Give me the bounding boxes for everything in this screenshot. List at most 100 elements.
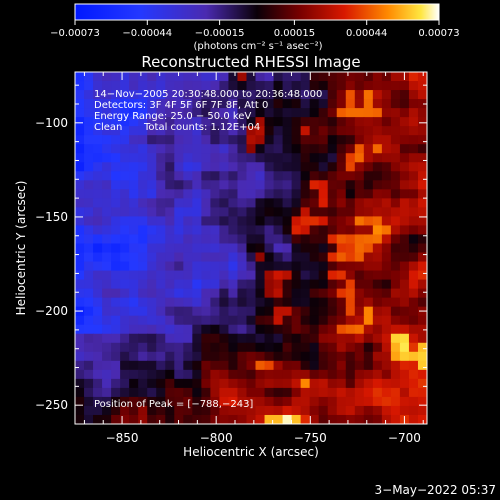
heatmap-cell [399, 279, 410, 290]
heatmap-cell [363, 108, 374, 118]
heatmap-cell [219, 261, 230, 272]
heatmap-cell [156, 135, 166, 145]
heatmap-cell [156, 189, 166, 199]
heatmap-cell [192, 387, 202, 398]
heatmap-cell [75, 369, 85, 380]
heatmap-cell [111, 198, 121, 208]
heatmap-cell [219, 207, 230, 218]
heatmap-cell [309, 324, 320, 335]
heatmap-cell [111, 144, 121, 154]
heatmap-cell [309, 243, 320, 254]
heatmap-cell [309, 198, 320, 208]
heatmap-cell [183, 306, 193, 317]
heatmap-cell [255, 279, 266, 290]
heatmap-cell [327, 261, 338, 272]
heatmap-cell [273, 171, 284, 181]
heatmap-cell [336, 414, 347, 424]
heatmap-cell [381, 297, 392, 308]
heatmap-cell [84, 207, 94, 218]
heatmap-cell [165, 180, 175, 190]
heatmap-cell [156, 108, 166, 118]
heatmap-cell [363, 189, 374, 199]
heatmap-cell [372, 333, 383, 344]
heatmap-cell [318, 306, 329, 317]
heatmap-cell [138, 387, 148, 398]
heatmap-cell [120, 396, 130, 407]
heatmap-cell [201, 90, 211, 100]
heatmap-cell [318, 90, 329, 100]
colorbar-tick-label: 0.00044 [346, 28, 387, 39]
heatmap-cell [408, 333, 419, 344]
heatmap-cell [300, 144, 311, 154]
heatmap-cell [174, 225, 184, 236]
heatmap-cell [237, 135, 248, 145]
heatmap-cell [129, 333, 139, 344]
heatmap-cell [345, 153, 356, 163]
heatmap-cell [228, 108, 239, 118]
heatmap-cell [309, 261, 320, 272]
heatmap-cell [399, 171, 410, 181]
heatmap-cell [165, 342, 175, 353]
heatmap-cell [246, 126, 257, 136]
heatmap-cell [291, 378, 302, 389]
heatmap-cell [156, 288, 166, 299]
heatmap-cell [120, 108, 130, 118]
heatmap-cell [327, 216, 338, 227]
heatmap-cell [255, 153, 266, 163]
heatmap-cell [399, 405, 410, 416]
heatmap-cell [93, 81, 103, 91]
heatmap-cell [201, 81, 211, 91]
heatmap-cell [228, 126, 239, 136]
heatmap-cell [183, 270, 193, 281]
heatmap-cell [381, 414, 392, 424]
heatmap-cell [309, 162, 320, 172]
heatmap-cell [381, 270, 392, 281]
heatmap-cell [345, 207, 356, 218]
heatmap-cell [210, 207, 221, 218]
heatmap-cell [399, 234, 410, 245]
heatmap-cell [408, 315, 419, 326]
heatmap-cell [147, 135, 157, 145]
heatmap-cell [228, 252, 239, 263]
heatmap-cell [201, 324, 211, 335]
heatmap-cell [228, 405, 239, 416]
heatmap-cell [408, 261, 419, 272]
heatmap-cell [372, 153, 383, 163]
heatmap-cell [129, 225, 139, 236]
heatmap-cell [111, 90, 121, 100]
heatmap-cell [93, 360, 103, 371]
heatmap-cell [372, 216, 383, 227]
heatmap-cell [318, 72, 329, 82]
heatmap-cell [75, 360, 85, 371]
heatmap-cell [336, 378, 347, 389]
heatmap-cell [399, 333, 410, 344]
heatmap-cell [399, 162, 410, 172]
heatmap-cell [156, 378, 166, 389]
heatmap-cell [111, 297, 121, 308]
heatmap-cell [381, 162, 392, 172]
heatmap-cell [192, 306, 202, 317]
heatmap-cell [165, 216, 175, 227]
heatmap-cell [246, 207, 257, 218]
heatmap-cell [84, 324, 94, 335]
heatmap-cell [300, 189, 311, 199]
heatmap-cell [84, 405, 94, 416]
heatmap-cell [129, 261, 139, 272]
heatmap-cell [129, 153, 139, 163]
heatmap-cell [183, 360, 193, 371]
heatmap-cell [147, 117, 157, 127]
heatmap-cell [111, 396, 121, 407]
heatmap-cell [219, 198, 230, 208]
heatmap-cell [282, 378, 293, 389]
heatmap-cell [255, 369, 266, 380]
heatmap-cell [255, 243, 266, 254]
heatmap-cell [129, 315, 139, 326]
heatmap-cell [156, 315, 166, 326]
heatmap-cell [111, 387, 121, 398]
heatmap-cell [228, 216, 239, 227]
heatmap-cell [390, 144, 401, 154]
heatmap-cell [372, 396, 383, 407]
heatmap-cell [300, 360, 311, 371]
heatmap-cell [390, 126, 401, 136]
heatmap-cell [399, 180, 410, 190]
